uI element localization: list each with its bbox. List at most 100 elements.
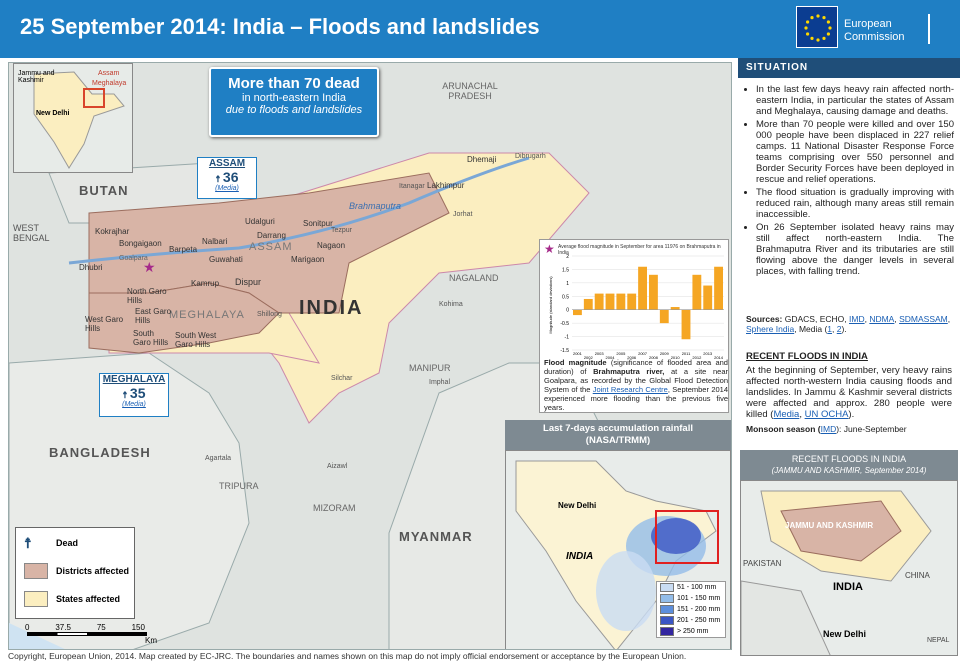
sources: Sources: GDACS, ECHO, IMD, NDMA, SDMASSA…	[746, 314, 951, 334]
chart-bar	[681, 309, 691, 340]
district-darrang: Darrang	[257, 231, 286, 240]
rain-legend-swatch	[660, 583, 674, 592]
chart-ytick-label: 1.5	[562, 267, 569, 273]
chart-bar	[627, 293, 637, 310]
chart-ytick-label: -1.5	[560, 348, 569, 354]
media-link-1[interactable]: 1	[827, 324, 833, 334]
district-south-garo: South Garo Hills	[133, 329, 169, 347]
dead-person-icon: ☨	[215, 174, 221, 184]
chart-xtick-label: 2003	[595, 351, 605, 356]
inset-label-india: INDIA	[833, 581, 863, 593]
assam-callout-title: ASSAM	[208, 158, 246, 169]
district-south-west-garo: South West Garo Hills	[175, 331, 217, 349]
inset-label-nepal: NEPAL	[927, 637, 950, 644]
chart-bar	[670, 307, 680, 310]
meghalaya-media-link[interactable]: (Media)	[122, 401, 146, 408]
dead-summary-line3: due to floods and landslides	[225, 104, 363, 116]
chart-xtick-label: 2013	[703, 351, 713, 356]
district-silchar: Silchar	[331, 375, 353, 382]
rainfall-map-shape	[515, 460, 719, 649]
situation-title: SITUATION	[738, 58, 960, 78]
rain-legend-label: 151 - 200 mm	[677, 606, 721, 613]
dead-person-icon: ☨	[24, 534, 32, 551]
label-india: INDIA	[299, 297, 364, 319]
chart-xtick-label: 2012	[692, 355, 702, 360]
jk-inset-shape	[741, 490, 932, 655]
assam-callout: ASSAM ☨ 36 (Media)	[197, 157, 257, 199]
district-dhubri: Dhubri	[79, 263, 103, 272]
chart-star-icon: ★	[544, 242, 555, 256]
situation-panel: SITUATION In the last few days heavy rai…	[738, 58, 960, 658]
bullet-1: In the last few days heavy rain affected…	[756, 84, 954, 117]
source-link-ndma[interactable]: NDMA	[869, 314, 895, 324]
source-link-sdmassam[interactable]: SDMASSAM	[899, 314, 948, 324]
district-tezpur: Tezpur	[331, 227, 353, 234]
chart-xtick-label: 2001	[573, 351, 583, 356]
chart-bar	[714, 266, 723, 310]
rain-legend-label: 51 - 100 mm	[677, 584, 717, 591]
district-itanagar: Itanagar	[399, 183, 425, 190]
chart-xtick-label: 2007	[638, 351, 648, 356]
european-commission-logo: European Commission	[796, 6, 946, 52]
label-mizoram: MIZORAM	[313, 503, 356, 513]
bullet-2: More than 70 people were killed and over…	[756, 119, 954, 185]
chart-bar	[638, 266, 647, 310]
flood-chart-plot: 2 1.5 1 0.5 0 -0.5 -1 -1.5 Magnitude (standard d…	[548, 254, 724, 360]
ec-logo-text: European Commission	[844, 18, 905, 43]
rain-legend-swatch	[660, 594, 674, 603]
chart-ytick-label: 2	[566, 254, 569, 260]
chart-caption: Flood magnitude (significance of flooded…	[544, 358, 729, 412]
district-bongaigaon: Bongaigaon	[119, 239, 162, 248]
assam-media-link[interactable]: (Media)	[215, 185, 239, 192]
monsoon-imd-link[interactable]: IMD	[820, 424, 837, 434]
district-imphal: Imphal	[429, 379, 451, 386]
rain-legend-item: 101 - 150 mm	[657, 593, 725, 604]
chart-ylabel: Magnitude (standard deviations)	[548, 276, 553, 334]
rain-legend-label: > 250 mm	[677, 628, 709, 635]
rainfall-map: New Delhi INDIA 51 - 100 mm 101 - 150 mm 1…	[505, 450, 731, 649]
inset-label-delhi: New Delhi	[823, 629, 867, 639]
chart-ytick-label: -1	[565, 335, 570, 341]
source-link-imd[interactable]: IMD	[849, 314, 865, 324]
rainfall-legend: 51 - 100 mm 101 - 150 mm 151 - 200 mm 201 -…	[656, 581, 726, 638]
chart-xtick-label: 2011	[682, 351, 691, 356]
recent-floods-title: RECENT FLOODS IN INDIA	[746, 351, 868, 362]
swatch-states	[24, 591, 48, 607]
district-nalbari: Nalbari	[202, 237, 228, 246]
scale-bar: 0 37.5 75 150 Km	[25, 623, 157, 645]
recent-media-link[interactable]: Media	[773, 409, 800, 420]
chart-bar	[594, 293, 604, 310]
inset-label-pakistan: PAKISTAN	[743, 559, 782, 568]
ec-logo-bar	[928, 14, 930, 44]
chart-ytick-label: 0.5	[562, 294, 569, 300]
media-link-2[interactable]: 2	[836, 324, 842, 334]
dead-summary-line2: in north-eastern India	[242, 92, 346, 104]
page-title: 25 September 2014: India – Floods and la…	[20, 14, 540, 39]
chart-xtick-label: 2008	[649, 355, 659, 360]
map-legend: ☨ Dead Districts affected States affected	[15, 527, 135, 619]
chart-bar	[583, 298, 593, 310]
chart-ytick-label: 0	[566, 308, 569, 314]
chart-xtick-label: 2014	[714, 355, 724, 360]
recent-ocha-link[interactable]: UN OCHA	[804, 409, 849, 420]
district-agartala: Agartala	[205, 455, 232, 462]
district-shillong: Shillong	[257, 311, 282, 318]
district-marigaon: Marigaon	[291, 255, 325, 264]
page-header: 25 September 2014: India – Floods and la…	[0, 0, 960, 58]
district-udalguri: Udalguri	[245, 217, 275, 226]
label-west-bengal: WEST BENGAL	[13, 223, 50, 243]
rain-legend-item: 151 - 200 mm	[657, 604, 725, 615]
chart-xtick-label: 2002	[584, 355, 594, 360]
chart-xtick-label: 2005	[616, 351, 626, 356]
inset-label-china: CHINA	[905, 571, 930, 580]
main-map[interactable]: Jammu and Kashmir Assam Meghalaya New De…	[8, 62, 732, 650]
district-east-garo: East Garo Hills	[135, 307, 172, 325]
swatch-districts	[24, 563, 48, 579]
copyright-footer: Copyright, European Union, 2014. Map cre…	[8, 651, 687, 661]
jrc-link[interactable]: Joint Research Centre	[592, 385, 668, 394]
district-nagaon: Nagaon	[317, 241, 346, 250]
source-link-sphere[interactable]: Sphere India	[746, 324, 795, 334]
dead-summary-line1: More than 70 dead	[228, 75, 360, 92]
rain-label-india: INDIA	[566, 551, 594, 562]
overview-label-jammu: Jammu and Kashmir	[18, 70, 55, 84]
